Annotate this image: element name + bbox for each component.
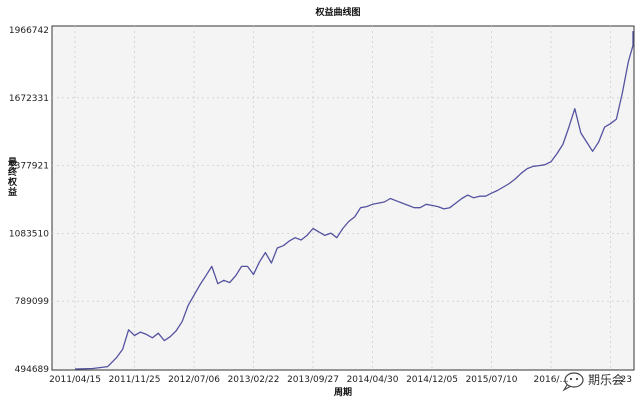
gridlines	[52, 26, 634, 370]
y-tick-label: 494689	[15, 365, 50, 375]
chart-title: 权益曲线图	[314, 6, 360, 18]
x-axis-ticks: 2011/04/15 2011/11/25 2012/07/06 2013/02/22…	[49, 375, 632, 385]
x-axis-label: 周期	[334, 386, 352, 398]
x-tick-label: 2012/07/06	[168, 375, 220, 385]
x-tick-label: 2013/09/27	[287, 375, 339, 385]
y-axis-label: 最终权益	[7, 156, 18, 198]
y-tick-label: 789099	[15, 297, 50, 307]
watermark: 期乐会	[562, 372, 624, 392]
x-tick-label: 2011/04/15	[49, 375, 101, 385]
y-axis-ticks: 494689 789099 1083510 1377921 1672331 1966742	[9, 26, 49, 375]
x-tick-label: 2014/04/30	[347, 375, 399, 385]
series-line-equity	[74, 30, 634, 370]
watermark-text: 期乐会	[588, 373, 624, 387]
y-tick-label: 1672331	[9, 94, 49, 104]
y-tick-label: 1377921	[9, 162, 49, 172]
plot-area	[51, 25, 635, 371]
x-tick-label: 2015/07/10	[466, 375, 518, 385]
x-tick-label: 2014/12/05	[406, 375, 458, 385]
x-tick-label: 2013/02/22	[228, 375, 280, 385]
x-tick-label: 2016/…	[534, 375, 569, 385]
chat-bubble-icon	[562, 372, 584, 392]
x-tick-label: …23	[612, 375, 632, 385]
y-tick-label: 1966742	[9, 26, 49, 36]
y-tick-label: 1083510	[9, 229, 49, 239]
x-tick-label: 2011/11/25	[109, 375, 161, 385]
